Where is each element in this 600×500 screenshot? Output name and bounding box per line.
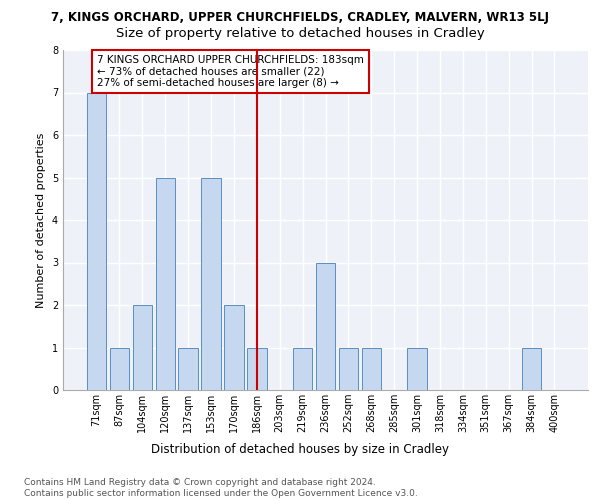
Text: 7 KINGS ORCHARD UPPER CHURCHFIELDS: 183sqm
← 73% of detached houses are smaller : 7 KINGS ORCHARD UPPER CHURCHFIELDS: 183s… bbox=[97, 55, 364, 88]
Text: Distribution of detached houses by size in Cradley: Distribution of detached houses by size … bbox=[151, 442, 449, 456]
Bar bbox=[247, 348, 266, 390]
Bar bbox=[87, 92, 106, 390]
Bar bbox=[362, 348, 381, 390]
Bar bbox=[316, 262, 335, 390]
Y-axis label: Number of detached properties: Number of detached properties bbox=[37, 132, 46, 308]
Text: 7, KINGS ORCHARD, UPPER CHURCHFIELDS, CRADLEY, MALVERN, WR13 5LJ: 7, KINGS ORCHARD, UPPER CHURCHFIELDS, CR… bbox=[51, 11, 549, 24]
Text: Size of property relative to detached houses in Cradley: Size of property relative to detached ho… bbox=[116, 28, 484, 40]
Bar bbox=[338, 348, 358, 390]
Bar bbox=[110, 348, 129, 390]
Bar bbox=[178, 348, 198, 390]
Bar bbox=[522, 348, 541, 390]
Bar bbox=[293, 348, 313, 390]
Text: Contains HM Land Registry data © Crown copyright and database right 2024.
Contai: Contains HM Land Registry data © Crown c… bbox=[24, 478, 418, 498]
Bar bbox=[224, 305, 244, 390]
Bar bbox=[155, 178, 175, 390]
Bar bbox=[407, 348, 427, 390]
Bar bbox=[202, 178, 221, 390]
Bar bbox=[133, 305, 152, 390]
